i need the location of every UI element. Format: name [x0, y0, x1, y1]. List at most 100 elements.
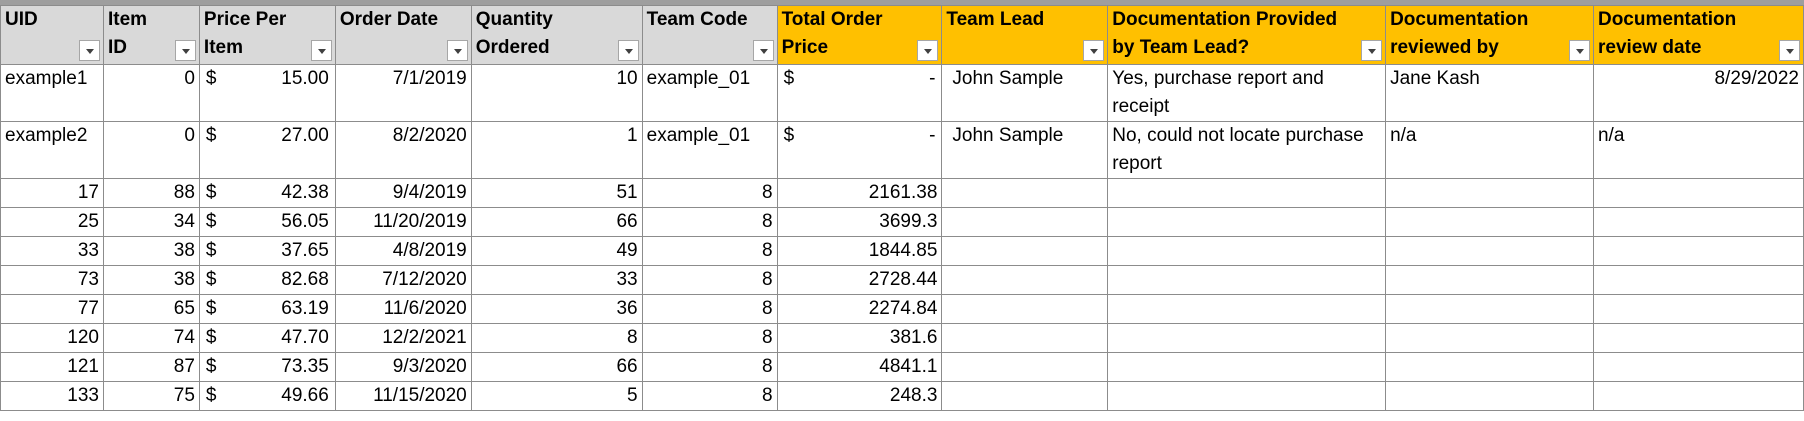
- table-cell-currency[interactable]: $47.70: [198, 323, 336, 353]
- table-cell[interactable]: 2274.84: [776, 294, 943, 324]
- empty-cell[interactable]: [1592, 352, 1804, 382]
- table-cell[interactable]: Jane Kash: [1385, 64, 1594, 122]
- table-cell[interactable]: 33: [470, 265, 643, 295]
- table-cell[interactable]: 65: [102, 294, 200, 324]
- table-cell[interactable]: John Sample: [941, 64, 1109, 122]
- empty-cell[interactable]: [1107, 294, 1387, 324]
- table-cell[interactable]: 4841.1: [776, 352, 943, 382]
- table-cell[interactable]: 11/15/2020: [334, 381, 472, 411]
- column-header[interactable]: Order Date: [334, 5, 472, 65]
- table-cell[interactable]: 8: [641, 381, 778, 411]
- empty-cell[interactable]: [1107, 207, 1387, 237]
- filter-dropdown-button[interactable]: [1779, 40, 1800, 61]
- column-header[interactable]: Item ID: [102, 5, 200, 65]
- table-cell[interactable]: 73: [0, 265, 104, 295]
- table-cell[interactable]: Yes, purchase report and receipt: [1107, 64, 1387, 122]
- table-cell[interactable]: example1: [0, 64, 104, 122]
- table-cell[interactable]: 1: [470, 121, 643, 179]
- table-cell[interactable]: 66: [470, 352, 643, 382]
- table-cell[interactable]: 120: [0, 323, 104, 353]
- table-cell[interactable]: example2: [0, 121, 104, 179]
- filter-dropdown-button[interactable]: [78, 40, 100, 61]
- empty-cell[interactable]: [941, 207, 1109, 237]
- column-header[interactable]: Documentation Provided by Team Lead?: [1107, 5, 1387, 65]
- table-cell[interactable]: 34: [102, 207, 200, 237]
- table-cell[interactable]: 9/3/2020: [334, 352, 472, 382]
- table-cell-currency[interactable]: $37.65: [198, 236, 336, 266]
- table-cell[interactable]: 8/29/2022: [1592, 64, 1804, 122]
- table-cell[interactable]: 38: [102, 236, 200, 266]
- table-cell[interactable]: 381.6: [776, 323, 943, 353]
- filter-dropdown-button[interactable]: [446, 40, 468, 61]
- table-cell[interactable]: example_01: [641, 121, 778, 179]
- empty-cell[interactable]: [1107, 265, 1387, 295]
- table-cell[interactable]: n/a: [1385, 121, 1594, 179]
- table-cell[interactable]: 3699.3: [776, 207, 943, 237]
- table-cell[interactable]: 11/20/2019: [334, 207, 472, 237]
- column-header[interactable]: Team Code: [641, 5, 778, 65]
- table-cell[interactable]: 248.3: [776, 381, 943, 411]
- column-header[interactable]: Price Per Item: [198, 5, 336, 65]
- table-cell[interactable]: John Sample: [941, 121, 1109, 179]
- empty-cell[interactable]: [941, 294, 1109, 324]
- empty-cell[interactable]: [1107, 352, 1387, 382]
- table-cell-currency[interactable]: $73.35: [198, 352, 336, 382]
- table-cell[interactable]: 74: [102, 323, 200, 353]
- table-cell[interactable]: 121: [0, 352, 104, 382]
- filter-dropdown-button[interactable]: [917, 40, 939, 61]
- table-cell[interactable]: 1844.85: [776, 236, 943, 266]
- table-cell[interactable]: 5: [470, 381, 643, 411]
- table-cell-currency[interactable]: $ -: [776, 64, 943, 122]
- table-cell[interactable]: 87: [102, 352, 200, 382]
- table-cell-currency[interactable]: $82.68: [198, 265, 336, 295]
- table-cell[interactable]: 2728.44: [776, 265, 943, 295]
- empty-cell[interactable]: [941, 265, 1109, 295]
- table-cell[interactable]: 9/4/2019: [334, 178, 472, 208]
- table-cell[interactable]: 8: [641, 352, 778, 382]
- empty-cell[interactable]: [1592, 236, 1804, 266]
- table-cell[interactable]: No, could not locate purchase report: [1107, 121, 1387, 179]
- table-cell[interactable]: 12/2/2021: [334, 323, 472, 353]
- empty-cell[interactable]: [1385, 236, 1594, 266]
- empty-cell[interactable]: [1592, 323, 1804, 353]
- table-cell-currency[interactable]: $ -: [776, 121, 943, 179]
- empty-cell[interactable]: [1385, 323, 1594, 353]
- empty-cell[interactable]: [1385, 381, 1594, 411]
- table-cell[interactable]: 38: [102, 265, 200, 295]
- empty-cell[interactable]: [1592, 294, 1804, 324]
- empty-cell[interactable]: [1385, 294, 1594, 324]
- empty-cell[interactable]: [1385, 352, 1594, 382]
- empty-cell[interactable]: [1107, 323, 1387, 353]
- table-cell[interactable]: 66: [470, 207, 643, 237]
- column-header[interactable]: Total Order Price: [776, 5, 943, 65]
- filter-dropdown-button[interactable]: [310, 40, 332, 61]
- table-cell-currency[interactable]: $42.38: [198, 178, 336, 208]
- table-cell[interactable]: 133: [0, 381, 104, 411]
- table-cell[interactable]: 8: [641, 178, 778, 208]
- filter-dropdown-button[interactable]: [1568, 40, 1590, 61]
- table-cell[interactable]: 8: [641, 294, 778, 324]
- table-cell[interactable]: 0: [102, 121, 200, 179]
- column-header[interactable]: Quantity Ordered: [470, 5, 643, 65]
- column-header[interactable]: Team Lead: [941, 5, 1109, 65]
- table-cell[interactable]: 8/2/2020: [334, 121, 472, 179]
- table-cell[interactable]: 10: [470, 64, 643, 122]
- table-cell[interactable]: 88: [102, 178, 200, 208]
- column-header[interactable]: Documentation reviewed by: [1385, 5, 1594, 65]
- table-cell-currency[interactable]: $27.00: [198, 121, 336, 179]
- empty-cell[interactable]: [1385, 207, 1594, 237]
- empty-cell[interactable]: [1107, 178, 1387, 208]
- column-header[interactable]: UID: [0, 5, 104, 65]
- table-cell[interactable]: 75: [102, 381, 200, 411]
- table-cell[interactable]: 7/12/2020: [334, 265, 472, 295]
- empty-cell[interactable]: [941, 381, 1109, 411]
- empty-cell[interactable]: [1592, 265, 1804, 295]
- table-cell[interactable]: 8: [641, 323, 778, 353]
- table-cell-currency[interactable]: $56.05: [198, 207, 336, 237]
- empty-cell[interactable]: [941, 178, 1109, 208]
- table-cell[interactable]: 8: [641, 265, 778, 295]
- table-cell-currency[interactable]: $49.66: [198, 381, 336, 411]
- table-cell[interactable]: 51: [470, 178, 643, 208]
- empty-cell[interactable]: [1592, 207, 1804, 237]
- table-cell[interactable]: 8: [641, 236, 778, 266]
